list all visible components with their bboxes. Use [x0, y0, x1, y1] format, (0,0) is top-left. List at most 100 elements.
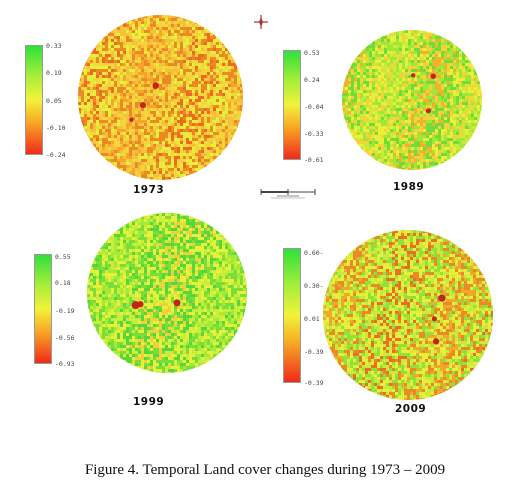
map-pixel — [207, 174, 210, 177]
map-pixel — [192, 120, 195, 123]
map-pixel — [87, 126, 90, 129]
map-pixel — [447, 117, 450, 120]
map-pixel — [423, 132, 426, 135]
map-pixel — [174, 81, 177, 84]
map-pixel — [228, 117, 231, 120]
map-pixel — [162, 156, 165, 159]
map-pixel — [219, 15, 222, 18]
map-pixel — [144, 57, 147, 60]
map-pixel — [354, 36, 357, 39]
map-pixel — [180, 72, 183, 75]
map-pixel — [411, 99, 414, 102]
map-pixel — [393, 147, 396, 150]
map-pixel — [390, 123, 393, 126]
map-pixel — [231, 177, 234, 180]
map-pixel — [450, 102, 453, 105]
map-pixel — [186, 75, 189, 78]
map-pixel — [450, 51, 453, 54]
map-pixel — [471, 138, 474, 141]
map-pixel — [138, 24, 141, 27]
map-pixel — [165, 78, 168, 81]
map-pixel — [441, 51, 444, 54]
map-pixel — [123, 15, 126, 18]
map-pixel — [441, 87, 444, 90]
map-pixel — [174, 54, 177, 57]
map-pixel — [222, 72, 225, 75]
map-pixel — [387, 141, 390, 144]
map-pixel — [198, 60, 201, 63]
map-pixel — [474, 138, 477, 141]
map-pixel — [237, 120, 240, 123]
map-pixel — [423, 93, 426, 96]
map-pixel — [369, 33, 372, 36]
map-pixel — [240, 63, 243, 66]
map-pixel — [87, 96, 90, 99]
map-pixel — [405, 66, 408, 69]
map-pixel — [354, 81, 357, 84]
map-pixel — [231, 21, 234, 24]
map-pixel — [84, 153, 87, 156]
map-pixel — [87, 21, 90, 24]
map-pixel — [198, 57, 201, 60]
map-pixel — [192, 57, 195, 60]
map-pixel — [138, 102, 141, 105]
map-pixel — [120, 18, 123, 21]
map-pixel — [438, 120, 441, 123]
map-pixel — [141, 162, 144, 165]
map-pixel — [123, 162, 126, 165]
map-pixel — [114, 90, 117, 93]
map-pixel — [390, 141, 393, 144]
map-pixel — [183, 144, 186, 147]
map-pixel — [216, 117, 219, 120]
map-pixel — [141, 42, 144, 45]
map-pixel — [216, 15, 219, 18]
map-pixel — [369, 120, 372, 123]
map-pixel — [402, 51, 405, 54]
map-pixel — [471, 39, 474, 42]
map-pixel — [156, 168, 159, 171]
map-pixel — [351, 60, 354, 63]
map-pixel — [108, 33, 111, 36]
map-pixel — [366, 87, 369, 90]
map-pixel — [381, 105, 384, 108]
map-pixel — [96, 168, 99, 171]
map-pixel — [102, 84, 105, 87]
map-pixel — [441, 57, 444, 60]
map-pixel — [87, 171, 90, 174]
map-pixel — [138, 150, 141, 153]
map-pixel — [474, 123, 477, 126]
map-pixel — [204, 75, 207, 78]
map-pixel — [210, 129, 213, 132]
map-pixel — [387, 33, 390, 36]
map-pixel — [375, 84, 378, 87]
map-pixel — [198, 102, 201, 105]
map-pixel — [234, 174, 237, 177]
map-pixel — [87, 105, 90, 108]
map-pixel — [357, 132, 360, 135]
map-pixel — [375, 126, 378, 129]
map-pixel — [165, 15, 168, 18]
map-pixel — [474, 57, 477, 60]
map-pixel — [153, 21, 156, 24]
map-pixel — [114, 153, 117, 156]
map-pixel — [123, 18, 126, 21]
map-pixel — [399, 96, 402, 99]
map-pixel — [396, 63, 399, 66]
map-pixel — [369, 42, 372, 45]
map-pixel — [111, 141, 114, 144]
map-pixel — [204, 123, 207, 126]
map-pixel — [402, 42, 405, 45]
map-pixel — [366, 42, 369, 45]
map-pixel — [465, 36, 468, 39]
map-pixel — [228, 90, 231, 93]
map-pixel — [165, 108, 168, 111]
map-pixel — [435, 72, 438, 75]
map-pixel — [90, 57, 93, 60]
map-pixel — [102, 174, 105, 177]
map-pixel — [231, 147, 234, 150]
map-pixel — [450, 96, 453, 99]
map-pixel — [147, 93, 150, 96]
map-pixel — [144, 147, 147, 150]
map-pixel — [219, 141, 222, 144]
map-pixel — [108, 66, 111, 69]
